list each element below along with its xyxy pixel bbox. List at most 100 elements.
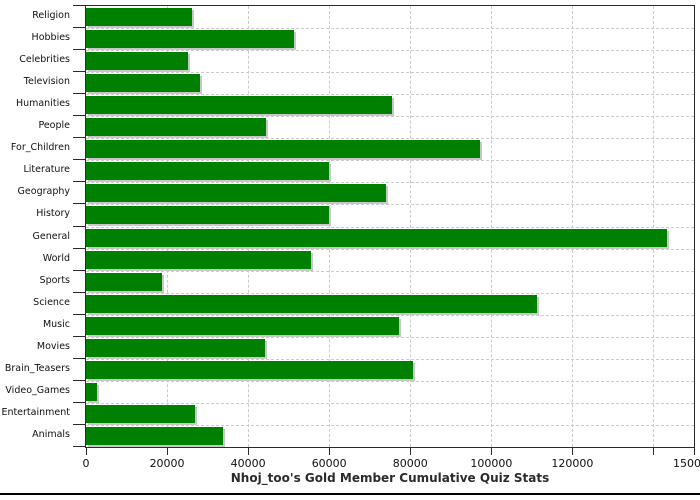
y-axis-label: For_Children [10, 142, 70, 154]
bar-sports [86, 272, 163, 291]
x-axis-tick [248, 448, 250, 455]
bar-animals [86, 426, 223, 445]
bar-entertainment [86, 404, 196, 423]
y-axis-label: Geography [17, 186, 70, 198]
x-axis-tick-label: 100000 [470, 457, 513, 470]
h-gridline [86, 94, 694, 96]
h-gridline [86, 358, 694, 360]
y-axis-tick [73, 446, 85, 447]
bar-television [86, 74, 200, 93]
x-axis-tick [572, 448, 574, 455]
h-gridline [86, 270, 694, 272]
h-gridline [86, 380, 694, 382]
y-axis-label: Literature [23, 164, 70, 176]
h-gridline [86, 160, 694, 162]
h-gridline [86, 292, 694, 294]
y-axis-label: Hobbies [31, 32, 70, 44]
h-gridline [86, 402, 694, 404]
plot-area [85, 5, 695, 448]
h-gridline [86, 248, 694, 250]
x-axis-tick-label: 120000 [551, 457, 594, 470]
y-axis-tick [73, 335, 85, 337]
x-axis-tick [329, 448, 331, 455]
y-axis-tick [73, 203, 85, 205]
v-gridline [653, 6, 655, 447]
bar-for_children [86, 140, 480, 159]
y-axis-label: Sports [39, 274, 70, 286]
y-axis-label: World [42, 252, 70, 264]
x-axis-tick [167, 448, 169, 455]
x-axis-tick [694, 448, 695, 455]
v-gridline [410, 6, 412, 447]
y-axis-label: People [38, 120, 70, 132]
y-axis-tick [73, 5, 85, 6]
y-axis-tick [73, 357, 85, 359]
y-axis-label: Celebrities [19, 54, 70, 66]
y-axis-label: Animals [32, 428, 70, 440]
bar-world [86, 250, 311, 269]
y-axis-tick [73, 49, 85, 51]
bar-geography [86, 184, 386, 203]
v-gridline [491, 6, 493, 447]
x-axis-tick-label: 0 [82, 457, 90, 470]
y-axis-tick [73, 247, 85, 249]
bar-humanities [86, 96, 393, 115]
bar-brain_teasers [86, 360, 414, 379]
bar-movies [86, 338, 266, 357]
h-gridline [86, 182, 694, 184]
y-axis-label: Movies [36, 340, 70, 352]
bottom-divider [0, 493, 700, 495]
y-axis-label: Science [33, 296, 70, 308]
y-axis-tick [73, 115, 85, 117]
h-gridline [86, 226, 694, 228]
bar-people [86, 118, 266, 137]
y-axis-tick [73, 423, 85, 425]
y-axis-label: History [36, 208, 70, 220]
x-axis-tick [491, 448, 493, 455]
v-gridline [572, 6, 574, 447]
h-gridline [86, 314, 694, 316]
bar-general [86, 228, 668, 247]
h-gridline [86, 424, 694, 426]
y-axis-label: Humanities [15, 98, 70, 110]
bar-video_games [86, 382, 97, 401]
y-axis-label: Music [42, 318, 70, 330]
y-axis-tick [73, 71, 85, 73]
v-gridline [329, 6, 331, 447]
bar-celebrities [86, 52, 188, 71]
y-axis-tick [73, 27, 85, 29]
h-gridline [86, 116, 694, 118]
v-gridline [167, 6, 169, 447]
h-gridline [86, 138, 694, 140]
y-axis-label: Television [23, 76, 70, 88]
x-axis-tick [86, 448, 87, 455]
x-axis-tick-label: 80000 [392, 457, 428, 470]
y-axis-tick [73, 269, 85, 271]
y-axis-tick [73, 401, 85, 403]
x-axis-tick-label: 150000 [673, 457, 700, 470]
x-axis-tick-label: 60000 [311, 457, 347, 470]
h-gridline [86, 204, 694, 206]
y-axis-label: Brain_Teasers [4, 362, 70, 374]
y-axis-label: General [32, 230, 70, 242]
bar-hobbies [86, 30, 294, 49]
y-axis-tick [73, 93, 85, 95]
y-axis-tick [73, 225, 85, 227]
h-gridline [86, 28, 694, 30]
y-axis-tick [73, 379, 85, 381]
chart-title: Nhoj_too's Gold Member Cumulative Quiz S… [230, 471, 550, 485]
h-gridline [86, 50, 694, 52]
bar-science [86, 294, 537, 313]
bar-history [86, 206, 330, 225]
x-axis-tick [410, 448, 412, 455]
bar-music [86, 316, 400, 335]
y-axis-label: Video_Games [5, 384, 70, 396]
v-gridline [248, 6, 250, 447]
bar-religion [86, 8, 193, 27]
y-axis-label: Entertainment [1, 406, 70, 418]
h-gridline [86, 336, 694, 338]
x-axis-tick [653, 448, 655, 455]
y-axis-tick [73, 313, 85, 315]
x-axis-tick-label: 40000 [230, 457, 266, 470]
